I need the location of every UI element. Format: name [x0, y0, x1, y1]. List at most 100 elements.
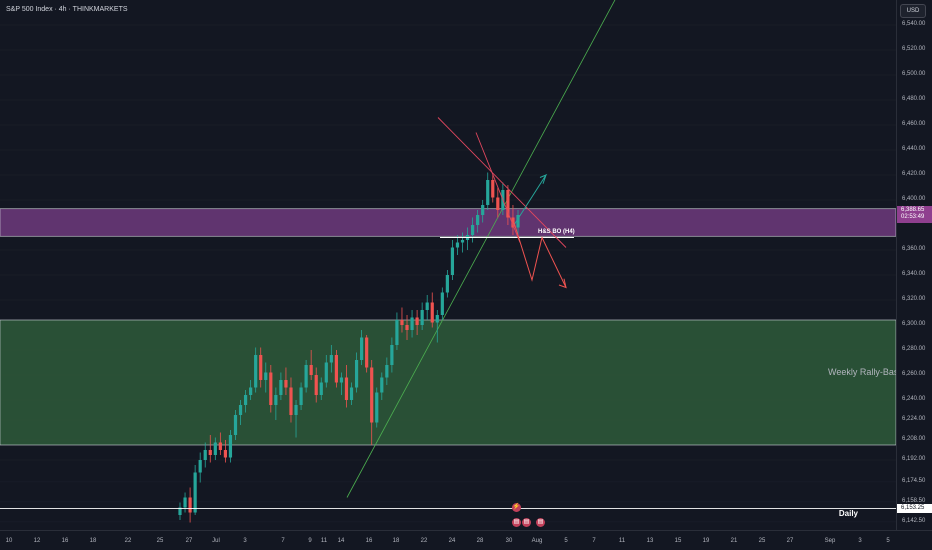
candle-body [385, 365, 389, 378]
price-tick-label: 6,300.00 [902, 321, 926, 327]
time-tick-label: 19 [702, 538, 710, 544]
candle-body [213, 442, 217, 455]
hs-breakout-label: H&S BO (H4) [538, 228, 575, 235]
time-tick-label: Jul [212, 538, 220, 544]
price-tick-label: 6,174.50 [902, 477, 926, 484]
candle-body [445, 275, 449, 293]
candles [178, 172, 520, 523]
candle-body [440, 292, 444, 315]
us-flag-icon[interactable]: ▤ [522, 518, 531, 527]
us-flag-icon[interactable]: ▤ [536, 518, 545, 527]
price-chart[interactable] [0, 0, 896, 530]
bearish-projection-arrow [513, 222, 567, 289]
candle-body [460, 240, 465, 243]
candle-body [476, 215, 480, 225]
candle-body [284, 380, 288, 388]
candle-body [496, 197, 500, 210]
candle-body [264, 372, 268, 380]
time-tick-label: 16 [61, 538, 69, 544]
price-tick-label: 6,540.00 [902, 21, 926, 27]
candle-body [249, 387, 253, 395]
candle-body [304, 365, 308, 388]
candle-body [455, 242, 460, 248]
candle-body [274, 395, 278, 405]
price-tick-label: 6,320.00 [902, 296, 926, 302]
candle-body [294, 405, 298, 415]
time-tick-label: 14 [337, 538, 345, 544]
candle-body [289, 387, 293, 415]
candle-body [365, 337, 369, 368]
candle-body [380, 377, 384, 393]
time-tick-label: 3 [243, 538, 247, 544]
price-tick-label: 6,420.00 [902, 171, 926, 177]
us-flag-icon[interactable]: ▤ [512, 518, 521, 527]
time-tick-label: 11 [618, 538, 626, 544]
candle-body [344, 377, 349, 400]
candle-body [233, 415, 238, 435]
candle-body [254, 355, 258, 388]
time-tick-label: 13 [646, 538, 654, 544]
candle-body [319, 382, 323, 395]
price-tick-label: 6,260.00 [902, 371, 926, 377]
candle-body [516, 215, 520, 228]
time-tick-label: 22 [124, 538, 132, 544]
current-price: 6,388.65 [901, 207, 925, 214]
candle-body [183, 497, 187, 508]
candle-body [506, 190, 510, 218]
candle-body [314, 375, 318, 395]
candle-body [425, 302, 429, 310]
candle-body [349, 387, 354, 400]
price-tick-label: 6,440.00 [902, 146, 926, 152]
candle-body [188, 497, 192, 513]
candle-body [415, 317, 419, 325]
candle-body [430, 302, 434, 323]
price-line-badge: 6,153.25 [897, 504, 932, 514]
time-tick-label: 21 [730, 538, 738, 544]
time-tick-label: 10 [5, 538, 13, 544]
time-tick-label: 5 [564, 538, 568, 544]
price-tick-label: 6,460.00 [902, 121, 926, 127]
candle-body [491, 180, 495, 198]
time-tick-label: 18 [392, 538, 400, 544]
lightning-icon[interactable]: ⚡ [512, 503, 521, 512]
candle-body [334, 355, 338, 383]
candle-body [405, 325, 409, 330]
candle-body [324, 362, 328, 383]
time-tick-label: 12 [33, 538, 41, 544]
candle-body [395, 320, 399, 345]
chart-title: S&P 500 Index · 4h · THINKMARKETS [6, 6, 128, 13]
price-tick-label: 6,142.50 [902, 517, 926, 524]
bullish-projection-arrow [513, 173, 548, 226]
resistance-line [437, 117, 567, 248]
candle-body [218, 442, 222, 450]
candle-body [511, 217, 515, 228]
price-tick-label: 6,340.00 [902, 271, 926, 277]
price-tick-label: 6,158.50 [902, 497, 926, 504]
chart-area[interactable]: S&P 500 Index · 4h · THINKMARKETS Weekly… [0, 0, 896, 530]
time-tick-label: 5 [886, 538, 890, 544]
candle-body [360, 337, 364, 360]
candle-body [370, 367, 374, 423]
candle-body [299, 387, 303, 405]
currency-button[interactable]: USD [900, 4, 926, 18]
time-tick-label: 15 [674, 538, 682, 544]
time-tick-label: Aug [531, 538, 543, 544]
price-tick-label: 6,520.00 [902, 46, 926, 52]
price-tick-label: 6,240.00 [902, 396, 926, 402]
demand-zone-label: Weekly Rally-Base [828, 366, 896, 377]
candle-body [203, 450, 207, 460]
candle-body [329, 355, 333, 363]
price-tick-label: 6,192.00 [902, 456, 926, 462]
candle-body [375, 392, 379, 423]
price-tick-label: 6,360.00 [902, 246, 926, 252]
candle-body [228, 435, 233, 458]
time-tick-label: 27 [786, 538, 794, 544]
candle-body [390, 345, 394, 365]
demand-zone [0, 319, 896, 446]
supply-zone [0, 208, 896, 237]
price-axis[interactable]: USD 6,540.00 6,520.00 6,500.00 6,480.00 6,46… [896, 0, 932, 530]
candle-body [486, 180, 490, 205]
time-tick-label: 7 [592, 538, 596, 544]
resistance-line [475, 132, 521, 243]
time-axis[interactable]: 10 12 16 18 22 25 27 Jul 3 7 9 11 14 16 18 22 24 28 30 Aug 5… [0, 530, 932, 550]
